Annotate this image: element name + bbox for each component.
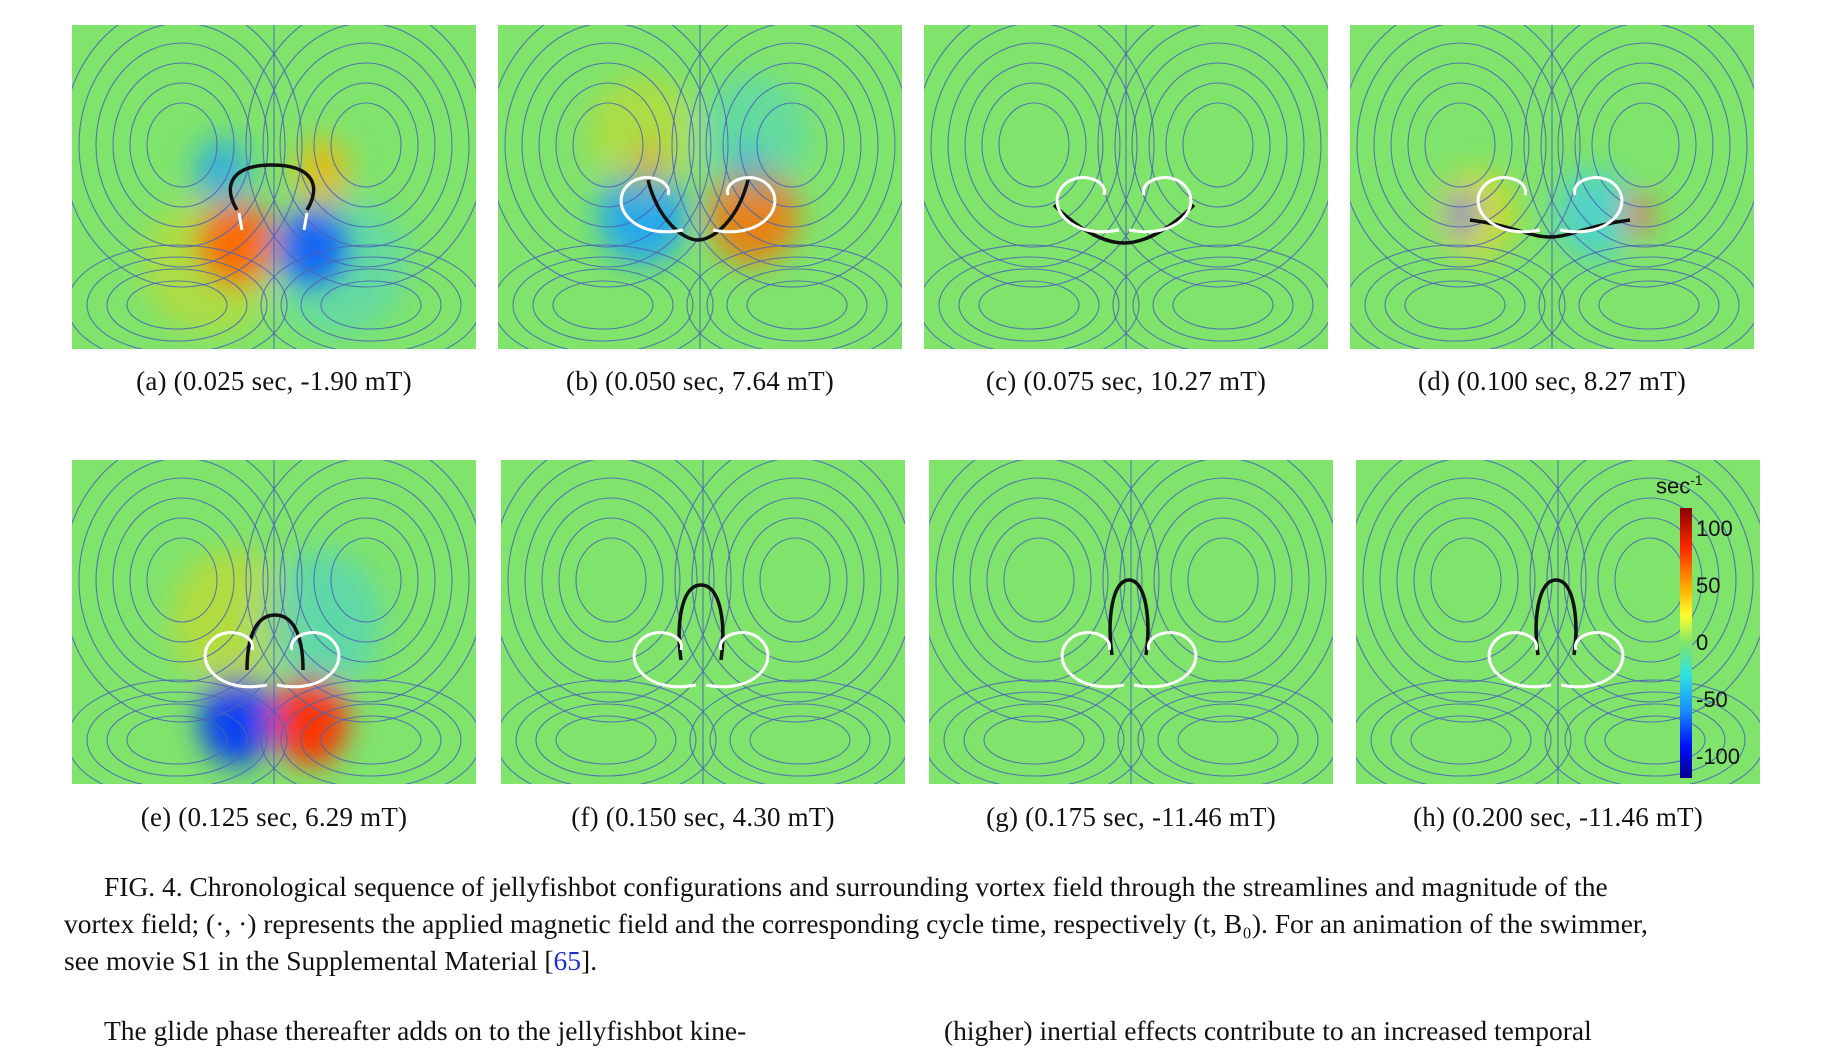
colorbar: sec-1 100 50 0 -50 -100 (1650, 468, 1760, 788)
vortex-field-plot (72, 25, 476, 349)
subcaption-g: (g) (0.175 sec, -11.46 mT) (986, 802, 1276, 832)
colorbar-unit: sec-1 (1656, 472, 1703, 499)
subcaption-c: (c) (0.075 sec, 10.27 mT) (985, 366, 1267, 396)
figure-caption: FIG. 4. Chronological sequence of jellyf… (64, 868, 1778, 979)
panel-d (1350, 25, 1754, 349)
panel-h (1356, 460, 1760, 784)
subcaption-h: (h) (0.200 sec, -11.46 mT) (1413, 802, 1703, 832)
caption-line-1: FIG. 4. Chronological sequence of jellyf… (104, 871, 1608, 902)
vortex-field-plot (498, 25, 902, 349)
subcaption-a: (a) (0.025 sec, -1.90 mT) (136, 366, 412, 396)
reference-link[interactable]: 65 (553, 945, 582, 976)
panel-c (924, 25, 1328, 349)
vortex-field-plot (924, 25, 1328, 349)
subcaption-d: (d) (0.100 sec, 8.27 mT) (1418, 366, 1686, 396)
body-text-cutoff: The glide phase thereafter adds on to th… (64, 1012, 1778, 1052)
colorbar-tick-100: 100 (1696, 516, 1733, 541)
vortex-field-plot (501, 460, 905, 784)
panel-a (72, 25, 476, 349)
caption-line-3: see movie S1 in the Supplemental Materia… (64, 945, 598, 976)
colorbar-tick-minus50: -50 (1696, 687, 1728, 712)
body-text-left: The glide phase thereafter adds on to th… (104, 1015, 747, 1046)
panel-g (929, 460, 1333, 784)
caption-line-2: vortex field; (·, ·) represents the appl… (64, 908, 1648, 939)
subcaption-f: (f) (0.150 sec, 4.30 mT) (571, 802, 835, 832)
colorbar-tick-0: 0 (1696, 630, 1709, 655)
colorbar-tick-50: 50 (1696, 573, 1721, 598)
colorbar-tick-minus100: -100 (1696, 744, 1741, 769)
subcaption-b: (b) (0.050 sec, 7.64 mT) (566, 366, 834, 396)
subcaption-e: (e) (0.125 sec, 6.29 mT) (140, 802, 408, 832)
vortex-field-plot (72, 460, 476, 784)
colorbar-gradient (1680, 508, 1692, 778)
panel-b (498, 25, 902, 349)
vortex-field-plot (929, 460, 1333, 784)
body-text-right: (higher) inertial effects contribute to … (944, 1015, 1592, 1046)
vortex-field-plot (1350, 25, 1754, 349)
panel-e (72, 460, 476, 784)
panel-f (501, 460, 905, 784)
vortex-field-plot (1356, 460, 1760, 784)
